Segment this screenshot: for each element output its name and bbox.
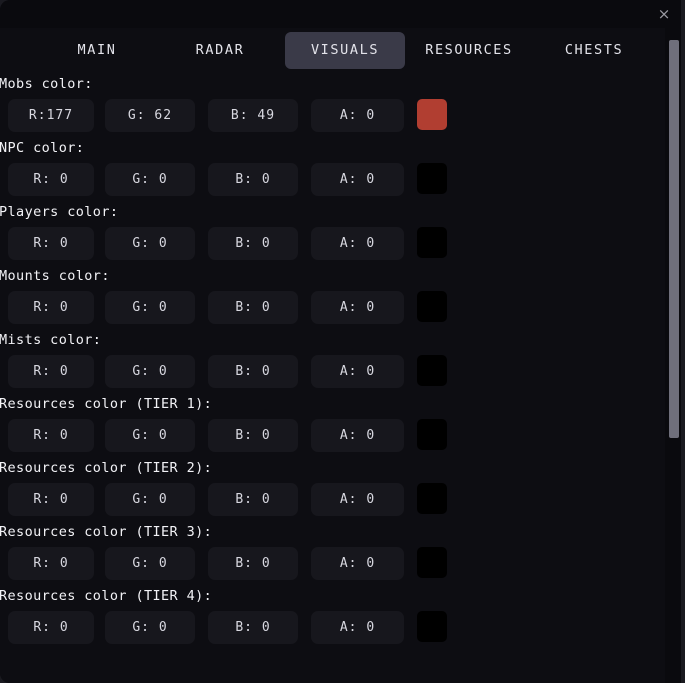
color-swatch[interactable]: [417, 355, 447, 386]
color-section: Players color: R: 0 G: 0 B: 0 A: 0: [0, 201, 665, 265]
alpha-channel-input[interactable]: A: 0: [311, 547, 404, 580]
green-channel-input[interactable]: G: 0: [105, 227, 195, 260]
blue-channel-input[interactable]: B: 0: [208, 355, 298, 388]
red-channel-input[interactable]: R: 0: [8, 227, 94, 260]
red-channel-input[interactable]: R: 0: [8, 355, 94, 388]
blue-channel-input[interactable]: B: 0: [208, 291, 298, 324]
window-edge: [681, 0, 685, 683]
green-channel-input[interactable]: G: 0: [105, 611, 195, 644]
color-section: Resources color (TIER 2): R: 0 G: 0 B: 0 A: …: [0, 457, 665, 521]
color-section-label: Players color:: [0, 204, 119, 220]
color-section: Mounts color: R: 0 G: 0 B: 0 A: 0: [0, 265, 665, 329]
red-channel-input[interactable]: R: 0: [8, 483, 94, 516]
color-swatch[interactable]: [417, 547, 447, 578]
settings-scroll-area[interactable]: Mobs color: R:177 G: 62 B: 49 A: 0 NPC color:…: [0, 73, 665, 683]
tab-chests[interactable]: CHESTS: [564, 42, 624, 58]
color-channel-row: R: 0 G: 0 B: 0 A: 0: [0, 223, 665, 265]
red-channel-input[interactable]: R: 0: [8, 547, 94, 580]
green-channel-input[interactable]: G: 0: [105, 419, 195, 452]
color-channel-row: R: 0 G: 0 B: 0 A: 0: [0, 479, 665, 521]
color-swatch[interactable]: [417, 611, 447, 642]
tab-main[interactable]: MAIN: [77, 42, 117, 58]
blue-channel-input[interactable]: B: 0: [208, 163, 298, 196]
color-channel-row: R: 0 G: 0 B: 0 A: 0: [0, 287, 665, 329]
tab-radar[interactable]: RADAR: [195, 42, 245, 58]
alpha-channel-input[interactable]: A: 0: [311, 163, 404, 196]
color-section-label: Mobs color:: [0, 76, 93, 92]
color-channel-row: R: 0 G: 0 B: 0 A: 0: [0, 607, 665, 649]
color-section-label: Resources color (TIER 1):: [0, 396, 213, 412]
green-channel-input[interactable]: G: 0: [105, 163, 195, 196]
red-channel-input[interactable]: R: 0: [8, 291, 94, 324]
green-channel-input[interactable]: G: 0: [105, 547, 195, 580]
color-section: Resources color (TIER 3): R: 0 G: 0 B: 0 A: …: [0, 521, 665, 585]
tab-bar: MAIN RADAR VISUALS RESOURCES CHESTS: [0, 28, 665, 73]
red-channel-input[interactable]: R:177: [8, 99, 94, 132]
color-section: Mobs color: R:177 G: 62 B: 49 A: 0: [0, 73, 665, 137]
color-swatch[interactable]: [417, 99, 447, 130]
blue-channel-input[interactable]: B: 0: [208, 419, 298, 452]
blue-channel-input[interactable]: B: 0: [208, 227, 298, 260]
color-channel-row: R: 0 G: 0 B: 0 A: 0: [0, 543, 665, 585]
color-section: Resources color (TIER 1): R: 0 G: 0 B: 0 A: …: [0, 393, 665, 457]
green-channel-input[interactable]: G: 0: [105, 355, 195, 388]
blue-channel-input[interactable]: B: 0: [208, 547, 298, 580]
color-section-label: NPC color:: [0, 140, 85, 156]
alpha-channel-input[interactable]: A: 0: [311, 99, 404, 132]
tab-resources[interactable]: RESOURCES: [425, 42, 513, 58]
red-channel-input[interactable]: R: 0: [8, 611, 94, 644]
color-section: Resources color (TIER 4): R: 0 G: 0 B: 0 A: …: [0, 585, 665, 649]
color-channel-row: R: 0 G: 0 B: 0 A: 0: [0, 415, 665, 457]
red-channel-input[interactable]: R: 0: [8, 419, 94, 452]
color-section: Mists color: R: 0 G: 0 B: 0 A: 0: [0, 329, 665, 393]
color-swatch[interactable]: [417, 483, 447, 514]
alpha-channel-input[interactable]: A: 0: [311, 483, 404, 516]
alpha-channel-input[interactable]: A: 0: [311, 611, 404, 644]
color-swatch[interactable]: [417, 419, 447, 450]
scrollbar-track[interactable]: [665, 28, 681, 683]
color-section-label: Mists color:: [0, 332, 102, 348]
alpha-channel-input[interactable]: A: 0: [311, 419, 404, 452]
color-swatch[interactable]: [417, 291, 447, 322]
blue-channel-input[interactable]: B: 49: [208, 99, 298, 132]
scrollbar-thumb[interactable]: [669, 40, 679, 438]
color-swatch[interactable]: [417, 227, 447, 258]
color-section-label: Mounts color:: [0, 268, 110, 284]
green-channel-input[interactable]: G: 0: [105, 483, 195, 516]
color-section: NPC color: R: 0 G: 0 B: 0 A: 0: [0, 137, 665, 201]
color-channel-row: R: 0 G: 0 B: 0 A: 0: [0, 351, 665, 393]
red-channel-input[interactable]: R: 0: [8, 163, 94, 196]
color-channel-row: R:177 G: 62 B: 49 A: 0: [0, 95, 665, 137]
blue-channel-input[interactable]: B: 0: [208, 611, 298, 644]
blue-channel-input[interactable]: B: 0: [208, 483, 298, 516]
alpha-channel-input[interactable]: A: 0: [311, 355, 404, 388]
color-swatch[interactable]: [417, 163, 447, 194]
color-section-label: Resources color (TIER 3):: [0, 524, 213, 540]
alpha-channel-input[interactable]: A: 0: [311, 291, 404, 324]
color-channel-row: R: 0 G: 0 B: 0 A: 0: [0, 159, 665, 201]
color-section-label: Resources color (TIER 4):: [0, 588, 213, 604]
green-channel-input[interactable]: G: 62: [105, 99, 195, 132]
window-titlebar: ×: [0, 0, 681, 28]
close-icon[interactable]: ×: [657, 5, 671, 23]
tab-visuals[interactable]: VISUALS: [285, 32, 405, 69]
green-channel-input[interactable]: G: 0: [105, 291, 195, 324]
color-section-label: Resources color (TIER 2):: [0, 460, 213, 476]
alpha-channel-input[interactable]: A: 0: [311, 227, 404, 260]
